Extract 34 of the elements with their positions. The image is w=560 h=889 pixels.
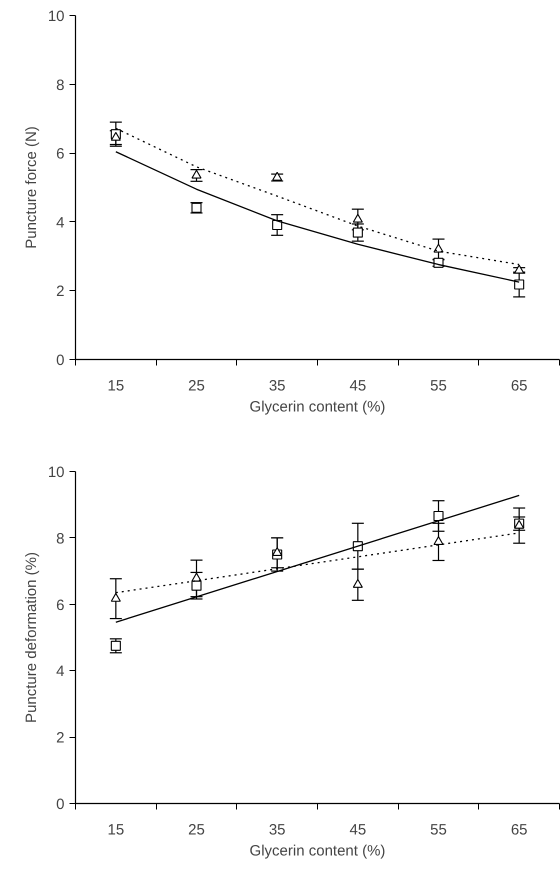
x-tick-label: 35 — [268, 822, 286, 838]
x-axis-title: Glycerin content (%) — [250, 842, 386, 860]
x-tick-label: 65 — [510, 822, 528, 838]
x-tick-label: 65 — [510, 378, 528, 394]
y-tick-label: 8 — [56, 530, 64, 548]
y-tick-label: 4 — [56, 663, 64, 680]
y-tick-label: 0 — [56, 796, 64, 813]
y-tick-label: 2 — [56, 730, 64, 747]
y-axis-title: Puncture force (N) — [22, 126, 40, 249]
x-tick-label: 35 — [268, 378, 286, 394]
point — [110, 132, 121, 141]
y-axis-title: Puncture deformation (%) — [22, 552, 40, 723]
x-axis-title: Glycerin content (%) — [250, 398, 386, 416]
point — [514, 279, 524, 290]
x-tick-label: 55 — [430, 822, 447, 838]
y-tick-label: 2 — [56, 283, 64, 300]
y-tick-label: 8 — [56, 76, 64, 94]
x-tick-label: 25 — [188, 822, 205, 838]
point — [191, 170, 202, 179]
y-tick-label: 10 — [48, 8, 65, 25]
x-tick-label: 45 — [349, 378, 366, 394]
point — [352, 214, 363, 223]
point — [352, 228, 363, 238]
point — [514, 264, 524, 274]
y-tick-label: 6 — [56, 146, 64, 163]
x-tick-label: 25 — [188, 378, 205, 394]
x-tick-label: 55 — [430, 378, 447, 394]
y-tick-label: 4 — [56, 214, 64, 232]
y-tick-label: 10 — [48, 464, 65, 481]
x-tick-label: 15 — [107, 378, 124, 394]
y-tick-label: 6 — [56, 596, 64, 614]
x-tick-label: 45 — [349, 822, 366, 838]
x-tick-label: 15 — [107, 822, 124, 838]
y-tick-label: 0 — [56, 352, 64, 369]
